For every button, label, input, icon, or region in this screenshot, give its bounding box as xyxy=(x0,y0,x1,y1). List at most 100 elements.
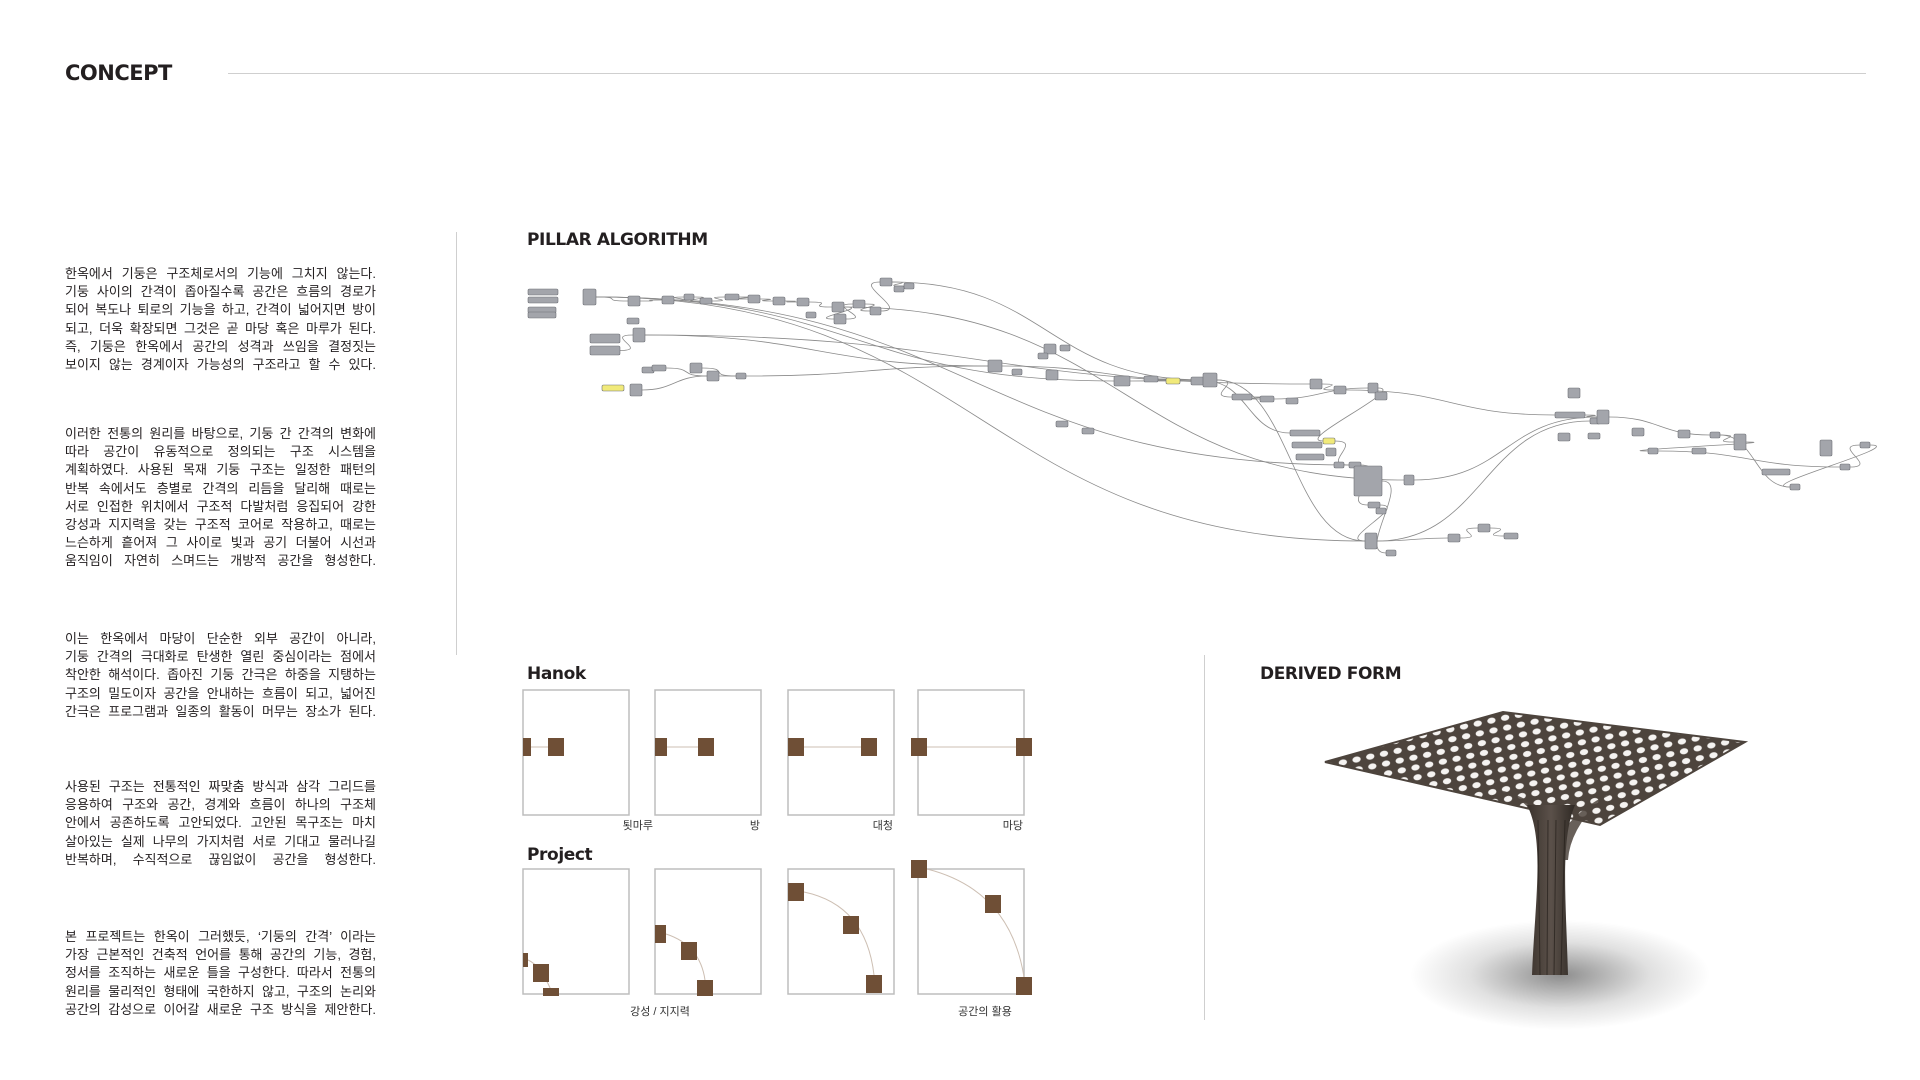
graph-node xyxy=(629,383,643,397)
graph-node xyxy=(1231,393,1253,401)
graph-node xyxy=(1554,411,1586,419)
caption-space-use: 공간의 활용 xyxy=(958,1006,1012,1018)
paragraph-line: 안에서 공존하도록 고안되었다. 고안된 목구조는 마치 xyxy=(65,815,376,831)
graph-node xyxy=(724,293,740,301)
paragraph-line: 따라 공간이 유동적으로 정의되는 구조 시스템을 xyxy=(65,444,376,460)
concept-paragraph: 한옥에서 기둥은 구조체로서의 기능에 그치지 않는다. 기둥 사이의 간격이 좁… xyxy=(65,265,376,374)
graph-node xyxy=(1691,447,1707,455)
paragraph-line: 기둥 간격의 극대화로 탄생한 열린 중심이라는 점에서 xyxy=(65,649,376,665)
column-divider xyxy=(1204,655,1205,1020)
pillar-square xyxy=(533,964,549,982)
graph-node xyxy=(1761,468,1791,476)
graph-node xyxy=(1259,395,1275,403)
pillar-square xyxy=(697,980,713,996)
header-divider xyxy=(228,73,1866,74)
caption-daecheong: 대청 xyxy=(872,820,893,832)
graph-wire xyxy=(641,375,708,391)
graph-node xyxy=(869,306,882,316)
lattice-canopy xyxy=(1324,710,1749,827)
pillar-square xyxy=(523,953,528,967)
graph-node xyxy=(589,345,621,356)
project-title: Project xyxy=(527,845,593,865)
graph-wire xyxy=(745,365,989,377)
concept-paragraph: 본 프로젝트는 한옥이 그러했듯, ‘기둥의 간격’ 이라는 가장 근본적인 건축… xyxy=(65,928,376,1019)
graph-node xyxy=(651,364,667,372)
graph-node xyxy=(1839,463,1851,471)
graph-node xyxy=(1596,409,1610,425)
graph-wire xyxy=(1849,444,1861,468)
pillar-square xyxy=(985,895,1001,913)
graph-wire xyxy=(759,298,774,302)
graph-node xyxy=(1045,369,1059,381)
pillar-square xyxy=(698,738,714,756)
graph-node xyxy=(1587,432,1601,440)
graph-wire xyxy=(690,296,704,302)
graph-node xyxy=(699,297,713,305)
graph-wire xyxy=(1413,416,1598,481)
graph-node xyxy=(632,327,646,343)
graph-node xyxy=(1403,474,1415,486)
graph-node xyxy=(1055,420,1069,428)
graph-node xyxy=(1819,439,1833,457)
graph-node xyxy=(1859,441,1871,449)
paragraph-line: 원리를 물리적인 형태에 국한하지 않고, 구조의 논리와 xyxy=(65,983,376,999)
graph-wire xyxy=(595,296,1366,542)
graph-wire xyxy=(1719,434,1791,488)
graph-wire xyxy=(784,300,798,303)
paragraph-line: 본 프로젝트는 한옥이 그러했듯, ‘기둥의 간격’ 이라는 xyxy=(65,929,376,944)
graph-node xyxy=(805,311,817,319)
graph-node xyxy=(1375,507,1387,515)
graph-wire xyxy=(1459,527,1479,539)
graph-node xyxy=(1503,532,1519,540)
pillar-square xyxy=(866,975,882,993)
graph-node xyxy=(1333,385,1347,395)
graph-node xyxy=(1202,372,1218,388)
graph-wire xyxy=(639,299,663,302)
graph-wire xyxy=(644,334,989,367)
page-title: CONCEPT xyxy=(65,61,172,85)
pillar-square xyxy=(788,883,804,901)
graph-node xyxy=(1309,378,1323,390)
graph-wire xyxy=(871,281,890,312)
graph-wire xyxy=(1719,434,1735,443)
graph-node xyxy=(1143,375,1159,383)
hanok-title: Hanok xyxy=(527,664,586,684)
graph-wire xyxy=(1250,396,1262,400)
graph-wire xyxy=(826,306,852,320)
graph-node xyxy=(1353,465,1383,497)
graph-node xyxy=(1325,447,1337,457)
graph-wire xyxy=(1376,420,1591,542)
graph-wire xyxy=(1639,441,1755,452)
graph-node xyxy=(706,370,720,382)
caption-bang: 방 xyxy=(749,820,760,832)
graph-node xyxy=(1043,343,1057,355)
graph-node xyxy=(1289,429,1321,437)
graph-wire xyxy=(1345,389,1556,416)
graph-node xyxy=(1477,523,1491,533)
paragraph-line: 반복하며, 수직적으로 끊임없이 공간을 형성한다. xyxy=(65,851,376,867)
graph-wire xyxy=(737,296,750,300)
graph-node xyxy=(1333,461,1345,469)
graph-wire xyxy=(1321,383,1335,391)
graph-node xyxy=(1631,427,1645,437)
caption-rigidity: 강성 / 지지력 xyxy=(630,1006,690,1018)
paragraph-line: 느슨하게 흩어져 그 사이로 빛과 공기 더불어 시선과 xyxy=(65,535,376,551)
graph-wire xyxy=(1216,379,1366,542)
graph-wire xyxy=(843,306,1405,481)
graph-node xyxy=(1165,377,1181,385)
graph-wire xyxy=(1489,527,1505,537)
column-divider xyxy=(456,232,457,655)
graph-wire xyxy=(1657,450,1841,468)
graph-node xyxy=(689,362,703,374)
graph-node xyxy=(1367,382,1379,394)
paragraph-line: 살아있는 실제 나무의 가지처럼 서로 기대고 물러나길 xyxy=(65,833,376,849)
pillar-square xyxy=(543,988,559,996)
graph-node xyxy=(589,333,621,344)
graph-node xyxy=(661,295,675,305)
diagram-frame xyxy=(787,868,895,995)
column-ribs xyxy=(1537,819,1566,976)
paragraph-line: 응용하여 구조와 공간, 경계와 흐름이 하나의 구조체 xyxy=(65,797,376,813)
graph-wire xyxy=(1357,504,1388,542)
paragraph-line: 계획하였다. 사용된 목재 기둥 구조는 일정한 패턴의 xyxy=(65,462,376,478)
